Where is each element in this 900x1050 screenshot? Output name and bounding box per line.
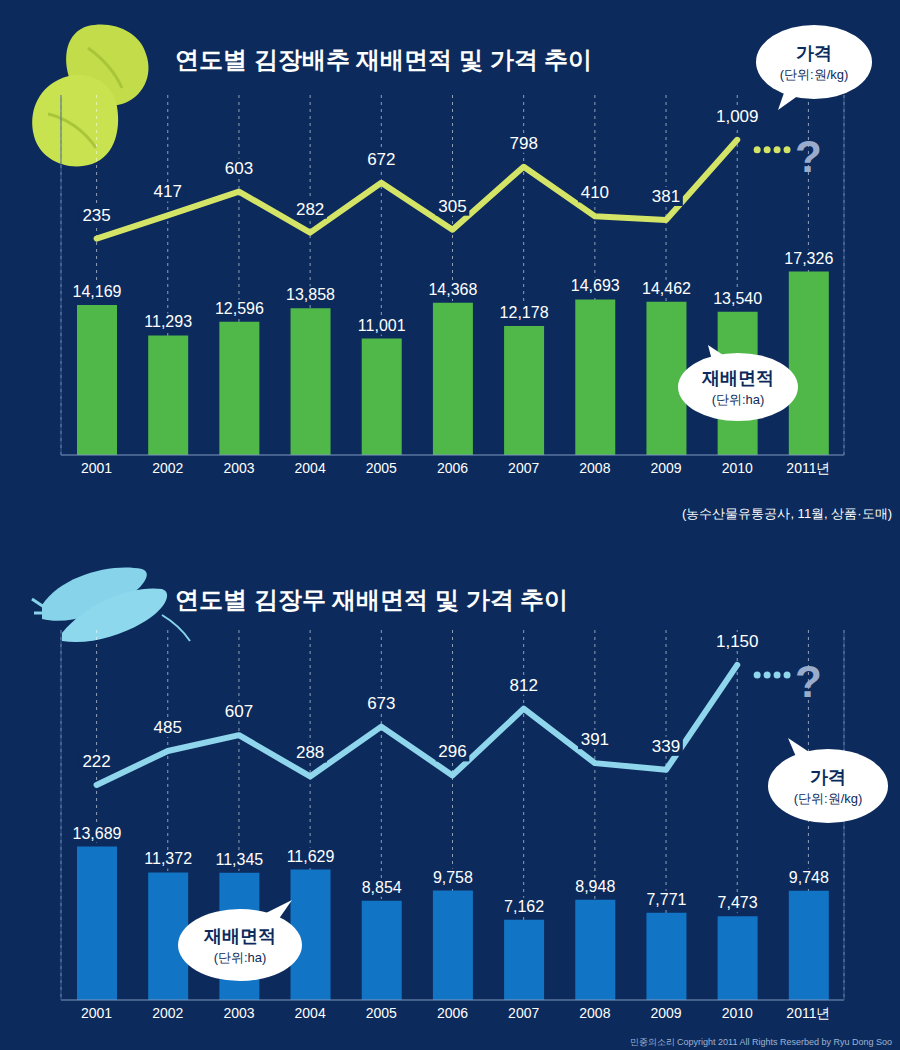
svg-text:?: ?	[795, 657, 822, 706]
svg-text:2009: 2009	[650, 460, 681, 476]
svg-text:8,948: 8,948	[575, 878, 615, 895]
svg-text:11,372: 11,372	[144, 850, 192, 867]
html-text:연도별 김장배추 재배면적 및 가격 추이: 연도별 김장배추 재배면적 및 가격 추이	[175, 46, 593, 73]
svg-text:13,858: 13,858	[286, 286, 335, 303]
svg-text:9,758: 9,758	[433, 869, 473, 886]
svg-text:13,689: 13,689	[73, 825, 122, 842]
svg-text:2003: 2003	[223, 1005, 254, 1021]
svg-text:2005: 2005	[366, 460, 397, 476]
svg-text:381: 381	[652, 187, 680, 206]
svg-text:485: 485	[154, 718, 182, 737]
html-text:민중의소리 Copyright 2011 All Right: 민중의소리 Copyright 2011 All Rights Reserbed…	[629, 1037, 892, 1047]
svg-text:282: 282	[296, 200, 324, 219]
svg-text:(단위:ha): (단위:ha)	[712, 392, 765, 407]
svg-text:2011년: 2011년	[786, 1005, 830, 1021]
svg-text:?: ?	[795, 132, 822, 181]
svg-text:재배면적: 재배면적	[203, 926, 276, 946]
svg-text:2001: 2001	[81, 460, 112, 476]
svg-text:2011년: 2011년	[786, 460, 830, 476]
svg-text:(단위:원/kg): (단위:원/kg)	[794, 791, 863, 806]
svg-text:2006: 2006	[437, 1005, 468, 1021]
svg-text:2001: 2001	[81, 1005, 112, 1021]
svg-text:2008: 2008	[579, 1005, 610, 1021]
svg-text:235: 235	[82, 206, 110, 225]
svg-text:가격: 가격	[796, 43, 832, 63]
svg-text:13,540: 13,540	[713, 290, 762, 307]
html-text:(농수산물유통공사, 11월, 상품·도매): (농수산물유통공사, 11월, 상품·도매)	[682, 506, 892, 521]
svg-text:410: 410	[581, 183, 609, 202]
svg-text:1,150: 1,150	[716, 632, 759, 651]
svg-text:14,462: 14,462	[642, 280, 691, 297]
svg-text:12,178: 12,178	[500, 304, 549, 321]
svg-text:2007: 2007	[508, 460, 539, 476]
svg-text:2003: 2003	[223, 460, 254, 476]
svg-text:7,162: 7,162	[504, 898, 544, 915]
svg-text:(단위:원/kg): (단위:원/kg)	[780, 67, 849, 82]
svg-text:417: 417	[154, 182, 182, 201]
svg-text:11,293: 11,293	[144, 313, 192, 330]
svg-text:17,326: 17,326	[784, 250, 833, 267]
svg-text:798: 798	[509, 134, 537, 153]
svg-text:(단위:ha): (단위:ha)	[214, 950, 267, 965]
svg-text:2010: 2010	[722, 1005, 753, 1021]
svg-text:11,345: 11,345	[215, 851, 263, 868]
svg-text:339: 339	[652, 737, 680, 756]
svg-text:7,771: 7,771	[646, 891, 686, 908]
svg-text:2004: 2004	[295, 1005, 326, 1021]
svg-text:재배면적: 재배면적	[701, 368, 774, 388]
svg-text:14,368: 14,368	[428, 281, 477, 298]
svg-text:2006: 2006	[437, 460, 468, 476]
svg-text:305: 305	[438, 197, 466, 216]
svg-text:2004: 2004	[295, 460, 326, 476]
html-text:연도별 김장무 재배면적 및 가격 추이: 연도별 김장무 재배면적 및 가격 추이	[175, 586, 569, 613]
svg-text:603: 603	[225, 159, 253, 178]
svg-text:222: 222	[82, 752, 110, 771]
svg-text:11,001: 11,001	[358, 317, 406, 334]
svg-text:11,629: 11,629	[287, 848, 335, 865]
svg-text:607: 607	[225, 702, 253, 721]
svg-text:673: 673	[367, 694, 395, 713]
svg-text:12,596: 12,596	[215, 300, 264, 317]
svg-text:391: 391	[581, 730, 609, 749]
svg-text:8,854: 8,854	[362, 879, 402, 896]
svg-text:672: 672	[367, 150, 395, 169]
svg-text:2005: 2005	[366, 1005, 397, 1021]
svg-text:9,748: 9,748	[789, 869, 829, 886]
svg-text:2002: 2002	[152, 460, 183, 476]
svg-text:812: 812	[509, 676, 537, 695]
svg-text:288: 288	[296, 743, 324, 762]
svg-text:가격: 가격	[810, 767, 846, 787]
svg-text:2010: 2010	[722, 460, 753, 476]
svg-text:296: 296	[438, 742, 466, 761]
svg-text:2008: 2008	[579, 460, 610, 476]
svg-text:7,473: 7,473	[718, 894, 758, 911]
svg-text:14,169: 14,169	[73, 283, 122, 300]
svg-text:2007: 2007	[508, 1005, 539, 1021]
svg-text:14,693: 14,693	[571, 277, 620, 294]
svg-text:1,009: 1,009	[716, 107, 759, 126]
svg-text:2009: 2009	[650, 1005, 681, 1021]
svg-text:2002: 2002	[152, 1005, 183, 1021]
